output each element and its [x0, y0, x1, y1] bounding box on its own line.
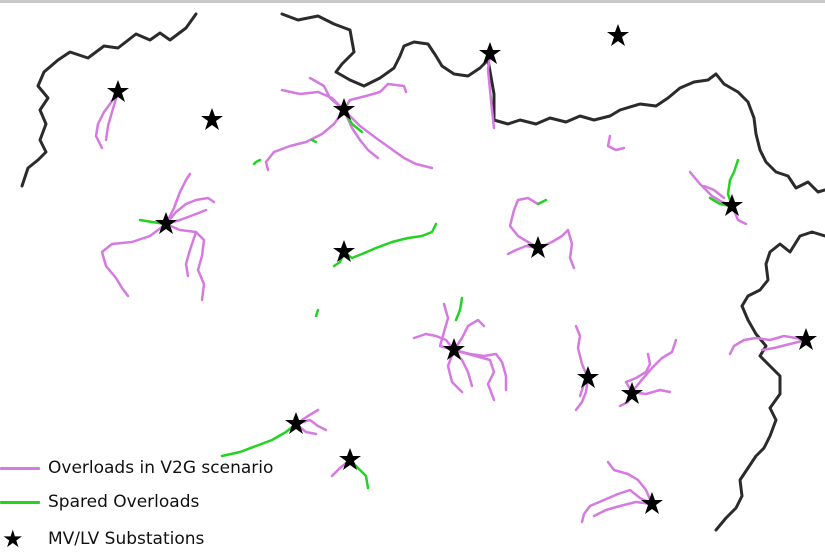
boundary-line-north	[280, 12, 825, 194]
overload-line	[574, 376, 590, 412]
overload-line	[184, 230, 198, 278]
substation-star-icon	[201, 108, 223, 130]
overload-line	[606, 460, 654, 506]
substation-star-icon	[443, 338, 465, 360]
spared-overload-line	[536, 198, 548, 206]
overload-line	[574, 324, 590, 380]
boundary-line-northwest	[20, 12, 198, 188]
spared-overload-line	[342, 222, 438, 260]
legend-label-substations: MV/LV Substations	[48, 529, 205, 549]
overload-line	[164, 172, 192, 226]
overload-line	[702, 184, 726, 200]
overload-line	[264, 108, 346, 172]
green-line-icon	[0, 501, 40, 504]
pink-line-icon	[0, 467, 40, 470]
overload-line	[760, 338, 808, 352]
substation-star-icon	[641, 492, 663, 514]
overload-line	[100, 222, 168, 298]
substation-star-icon	[107, 80, 129, 102]
overload-line	[624, 352, 652, 394]
substation-star-icon	[479, 42, 501, 64]
substation-star-icon	[285, 412, 307, 434]
spared-overload-line	[310, 138, 318, 144]
substation-star-icon	[607, 24, 629, 46]
overload-line	[592, 500, 654, 518]
legend-swatch-substations: ★	[0, 525, 48, 553]
legend-label-overloads-v2g: Overloads in V2G scenario	[48, 458, 274, 478]
spared-overload-line	[314, 308, 320, 318]
overload-line	[606, 134, 626, 152]
spared-overload-line	[454, 296, 464, 322]
substations-layer	[107, 24, 817, 514]
legend-swatch-overloads-v2g	[0, 458, 48, 478]
star-icon: ★	[2, 525, 24, 553]
overload-line	[728, 334, 808, 356]
overload-line	[104, 90, 120, 142]
substation-star-icon	[339, 448, 361, 470]
overload-line	[486, 52, 496, 130]
substation-star-icon	[621, 382, 643, 404]
overload-line	[412, 332, 456, 352]
map-legend: Overloads in V2G scenario Spared Overloa…	[0, 452, 360, 555]
legend-item-overloads-v2g: Overloads in V2G scenario	[0, 453, 273, 483]
spared-overload-line	[252, 158, 262, 166]
boundary-line-east	[714, 230, 825, 532]
overload-line	[688, 170, 748, 226]
overload-line	[164, 222, 206, 302]
legend-label-spared-overloads: Spared Overloads	[48, 492, 200, 512]
overload-line	[446, 348, 464, 394]
substation-star-icon	[577, 366, 599, 388]
substation-star-icon	[155, 212, 177, 234]
legend-item-spared-overloads: Spared Overloads	[0, 487, 199, 517]
overload-line	[342, 82, 408, 112]
legend-item-substations: ★ MV/LV Substations	[0, 524, 204, 554]
overload-line	[342, 108, 380, 160]
overload-line	[308, 76, 346, 112]
substation-star-icon	[333, 98, 355, 120]
overload-line	[630, 388, 672, 396]
overload-line	[94, 90, 120, 150]
overload-line	[342, 108, 434, 170]
substation-star-icon	[795, 328, 817, 350]
spared-overload-line	[220, 422, 298, 458]
map-frame-top-border	[0, 0, 825, 3]
boundary-lines	[20, 12, 825, 532]
substation-star-icon	[527, 236, 549, 258]
overload-line	[508, 196, 540, 250]
overload-line	[452, 318, 486, 352]
spared-overloads-layer	[138, 108, 740, 490]
spared-overload-line	[726, 158, 740, 208]
substation-star-icon	[333, 240, 355, 262]
overload-line	[438, 302, 456, 352]
overload-line	[536, 228, 576, 270]
substation-star-icon	[721, 194, 743, 216]
overload-line	[630, 338, 678, 394]
overload-line	[580, 488, 654, 524]
legend-swatch-spared-overloads	[0, 492, 48, 512]
overload-line	[164, 196, 216, 226]
overload-line	[452, 348, 496, 402]
